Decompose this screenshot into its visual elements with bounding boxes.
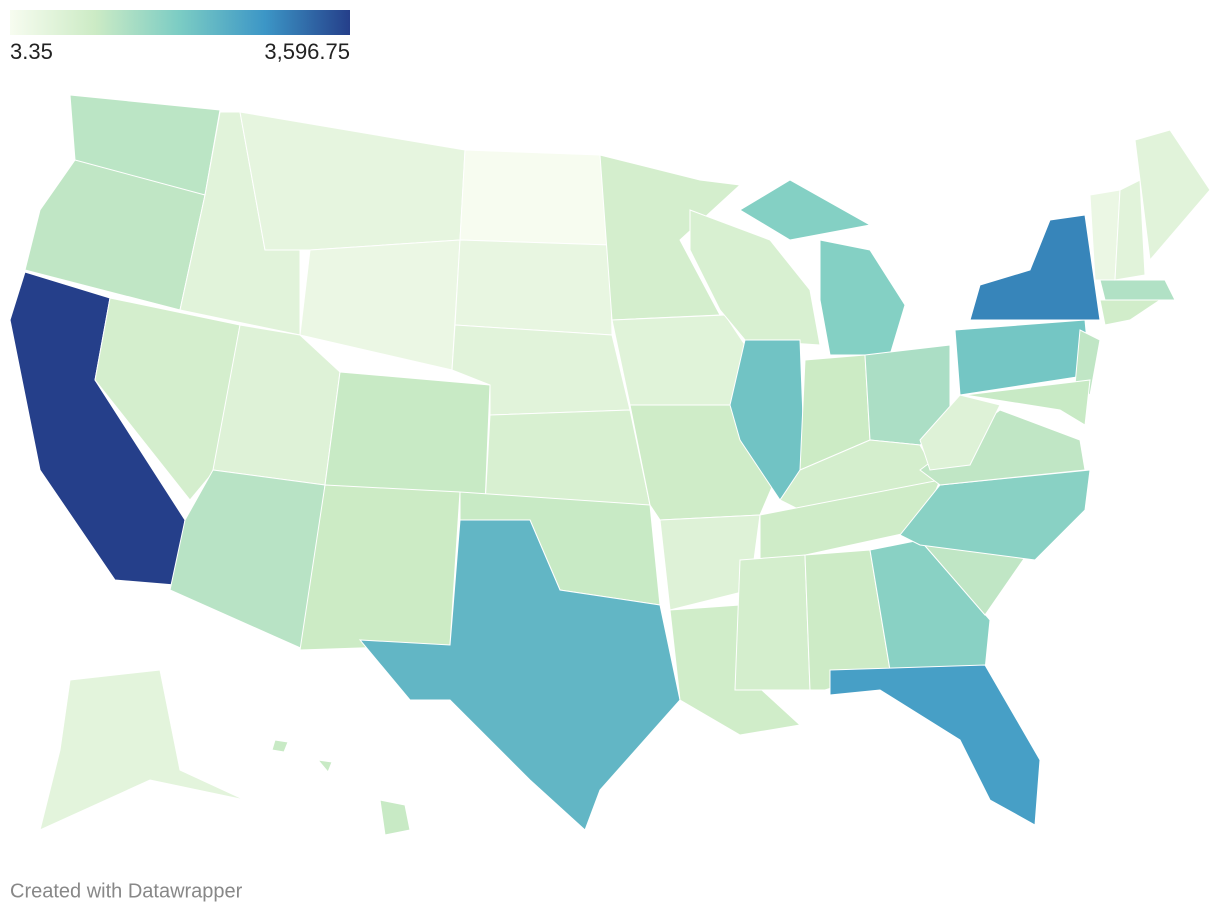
- state[interactable]: [299, 484, 461, 651]
- state[interactable]: [969, 214, 1101, 321]
- state[interactable]: [39, 669, 246, 831]
- state[interactable]: [1099, 299, 1162, 326]
- state[interactable]: [1134, 129, 1211, 262]
- state[interactable]: [94, 297, 241, 501]
- state[interactable]: [299, 239, 461, 371]
- state[interactable]: [169, 469, 326, 651]
- state[interactable]: [611, 314, 746, 406]
- state[interactable]: [271, 739, 411, 836]
- state[interactable]: [239, 111, 466, 251]
- states: [9, 94, 1211, 836]
- state[interactable]: [829, 664, 1041, 826]
- state[interactable]: [869, 539, 991, 671]
- legend-gradient: [10, 10, 350, 35]
- state[interactable]: [459, 149, 611, 246]
- state[interactable]: [919, 394, 1001, 471]
- state[interactable]: [734, 554, 811, 691]
- footer: Created with Datawrapper: [10, 880, 243, 902]
- state[interactable]: [358, 519, 681, 831]
- legend-max: 3,596.75: [264, 39, 350, 64]
- state[interactable]: [1114, 179, 1146, 281]
- state[interactable]: [964, 379, 1091, 426]
- state[interactable]: [24, 159, 206, 311]
- state[interactable]: [454, 239, 613, 336]
- state[interactable]: [324, 371, 491, 506]
- state[interactable]: [1099, 279, 1176, 301]
- state[interactable]: [484, 409, 651, 506]
- state[interactable]: [1074, 329, 1101, 396]
- legend-min: 3.35: [10, 39, 53, 64]
